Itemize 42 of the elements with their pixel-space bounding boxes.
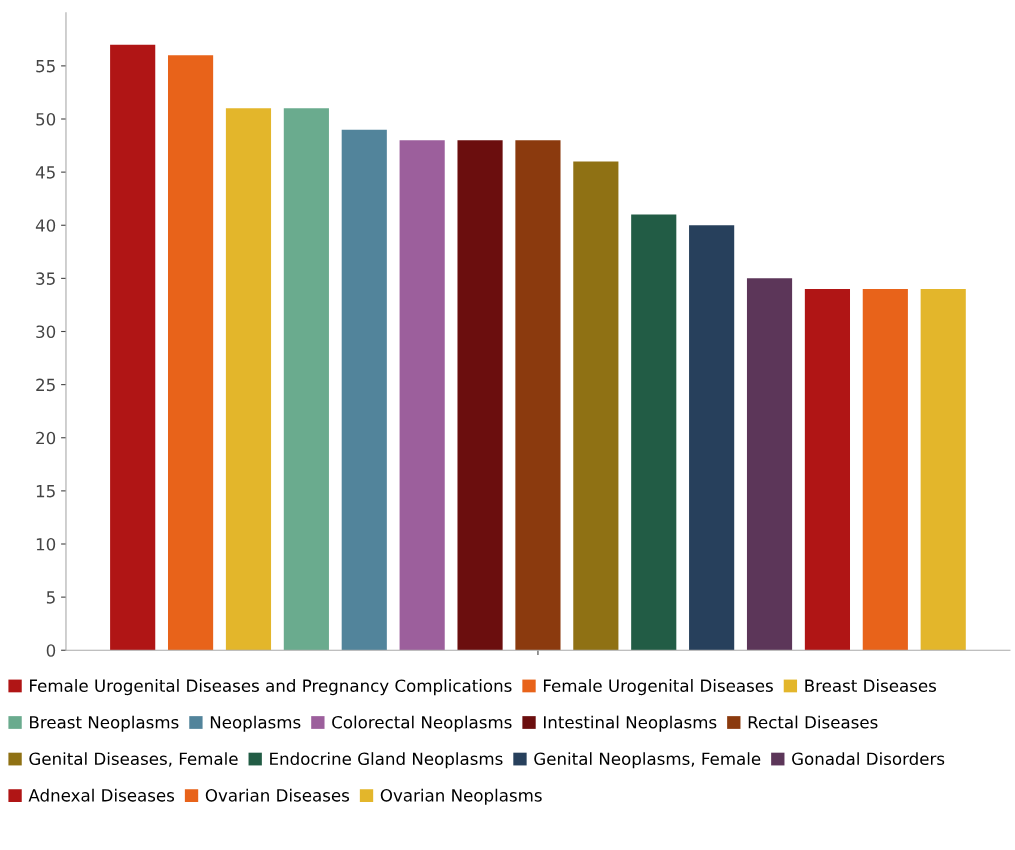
y-tick-label: 30 (36, 325, 56, 339)
bar (689, 225, 735, 651)
legend-label: Adnexal Diseases (28, 788, 175, 802)
bar (573, 161, 619, 651)
bar (631, 214, 677, 651)
bar (746, 278, 793, 651)
bar (110, 44, 156, 651)
y-tick-label: 5 (46, 591, 55, 604)
bar (920, 289, 966, 651)
bar (168, 55, 214, 651)
legend-label: Genital Diseases, Female (29, 752, 238, 767)
legend-label: Breast Neoplasms (30, 715, 179, 732)
legend-label: Female Urogenital Diseases and Pregnancy Complications (30, 679, 512, 696)
legend-label: Endocrine Gland Neoplasms (270, 752, 503, 769)
bar (341, 129, 387, 651)
bar (225, 108, 272, 651)
legend-label: Ovarian Diseases (205, 788, 350, 802)
legend-label: Colorectal Neoplasms (332, 715, 512, 732)
y-tick-label: 50 (36, 112, 56, 126)
legend-label: Genital Neoplasms, Female (534, 752, 761, 769)
bar (804, 289, 851, 651)
legend-label: Neoplasms (210, 715, 301, 732)
legend-label: Breast Diseases (805, 679, 937, 692)
legend-label: Gonadal Disorders (792, 752, 945, 766)
legend-label: Ovarian Neoplasms (380, 788, 542, 805)
y-tick-label: 35 (36, 272, 55, 285)
bar (515, 140, 561, 651)
y-tick-label: 0 (46, 644, 56, 657)
legend-label: Rectal Diseases (748, 715, 878, 729)
legend-label: Female Urogenital Diseases (543, 679, 773, 696)
bar (457, 140, 503, 651)
y-tick-label: 15 (36, 485, 55, 498)
y-tick-label: 40 (35, 219, 56, 232)
y-tick-label: 55 (36, 60, 55, 73)
bar (399, 140, 445, 651)
y-tick-label: 10 (36, 537, 56, 551)
bar (283, 108, 329, 651)
y-tick-label: 25 (36, 378, 55, 392)
bar (862, 289, 908, 651)
y-tick-label: 45 (35, 166, 55, 179)
y-tick-label: 20 (36, 431, 56, 445)
legend-label: Intestinal Neoplasms (544, 715, 717, 732)
